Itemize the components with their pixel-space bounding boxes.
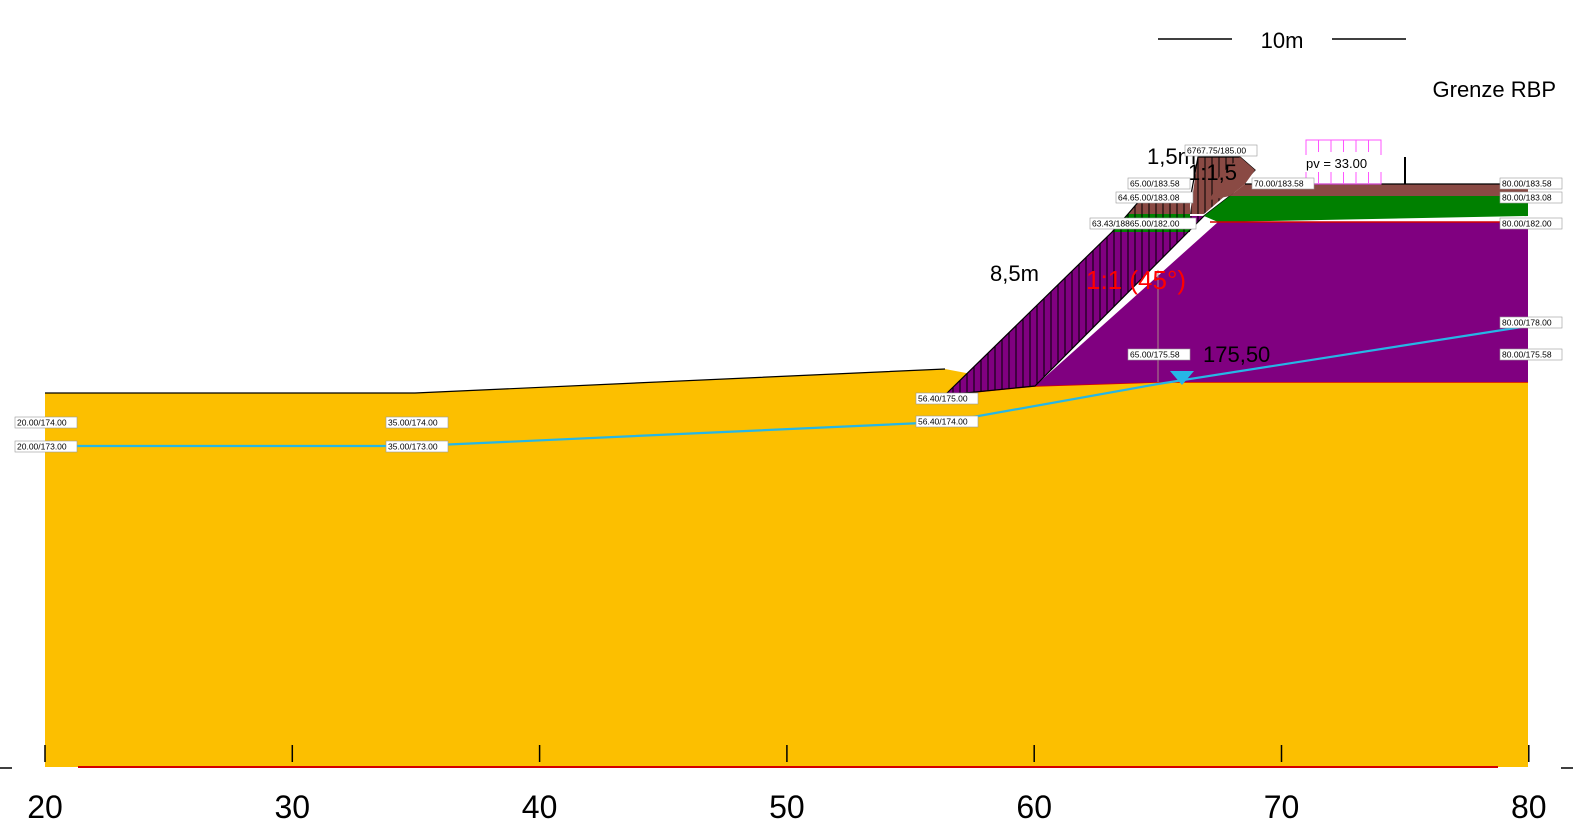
point-label-bg [1251,177,1315,190]
grass-layer [1204,196,1528,222]
point-label: 80.00/178.00 [1502,318,1552,328]
x-tick-label: 50 [769,789,805,825]
point-label-bg [1115,191,1194,204]
point-label: 56.40/175.00 [918,394,968,404]
point-label-bg [1089,217,1197,230]
point-label: 65.00/175.58 [1130,350,1180,360]
load-label-bg [1303,155,1385,172]
point-label-bg [915,392,979,405]
point-label: 65.00/183.58 [1130,179,1180,189]
point-label-bg [385,416,449,429]
boundary-label: Grenze RBP [1433,77,1557,102]
topsoil-berm [1210,157,1255,200]
scale-bar-label: 10m [1261,28,1304,53]
point-label: 20.00/174.00 [17,418,67,428]
point-label: 70.00/183.58 [1254,179,1304,189]
x-tick-label: 60 [1016,789,1052,825]
point-label: 64.65.00/183.08 [1118,193,1180,203]
load-ticks [1305,140,1382,184]
point-label: 6767.75/185.00 [1187,146,1246,156]
point-label-bg [385,440,449,453]
point-label: 63.43/18865.00/182.00 [1092,219,1180,229]
point-label-bg [1499,177,1563,190]
embankment-hatch-top [1128,200,1190,214]
point-label: 80.00/183.08 [1502,193,1552,203]
x-tick-label: 30 [275,789,311,825]
point-label: 35.00/173.00 [388,442,438,452]
point-label-bg [1499,191,1563,204]
point-label: 20.00/173.00 [17,442,67,452]
x-tick-label: 70 [1264,789,1300,825]
point-label-bg [14,416,78,429]
point-label: 35.00/174.00 [388,418,438,428]
point-label-bg [915,415,979,428]
height-label: 8,5m [990,261,1039,286]
x-tick-label: 20 [27,789,63,825]
sand-layer [45,369,1528,767]
load-label: pv = 33.00 [1306,156,1367,171]
point-label-bg [1127,348,1191,361]
x-axis: 20 30 40 50 60 70 80 [0,745,1573,825]
berm-slope-label: 1:1,5 [1188,160,1237,185]
point-label: 56.40/174.00 [918,417,968,427]
point-label: 80.00/183.58 [1502,179,1552,189]
point-label-bg [1184,144,1258,157]
point-label-bg [14,440,78,453]
x-tick-label: 40 [522,789,558,825]
point-label-bg [1499,217,1563,230]
surface-load: pv = 33.00 [1303,139,1385,185]
point-labels: 20.00/174.00 20.00/173.00 35.00/174.00 35.0… [14,144,1563,453]
embankment-outline [944,156,1256,396]
point-label: 80.00/182.00 [1502,219,1552,229]
point-label-bg [1499,316,1563,329]
embankment-hatch [945,216,1204,395]
water-level-marker [1170,371,1194,385]
x-tick-label: 80 [1511,789,1547,825]
point-label-bg [1499,348,1563,361]
slope-label: 1:1 (45°) [1086,265,1186,295]
point-label: 80.00/175.58 [1502,350,1552,360]
sand-surface-line [45,368,946,394]
point-label-bg [1127,177,1191,190]
water-level-label: 175,50 [1203,342,1270,367]
